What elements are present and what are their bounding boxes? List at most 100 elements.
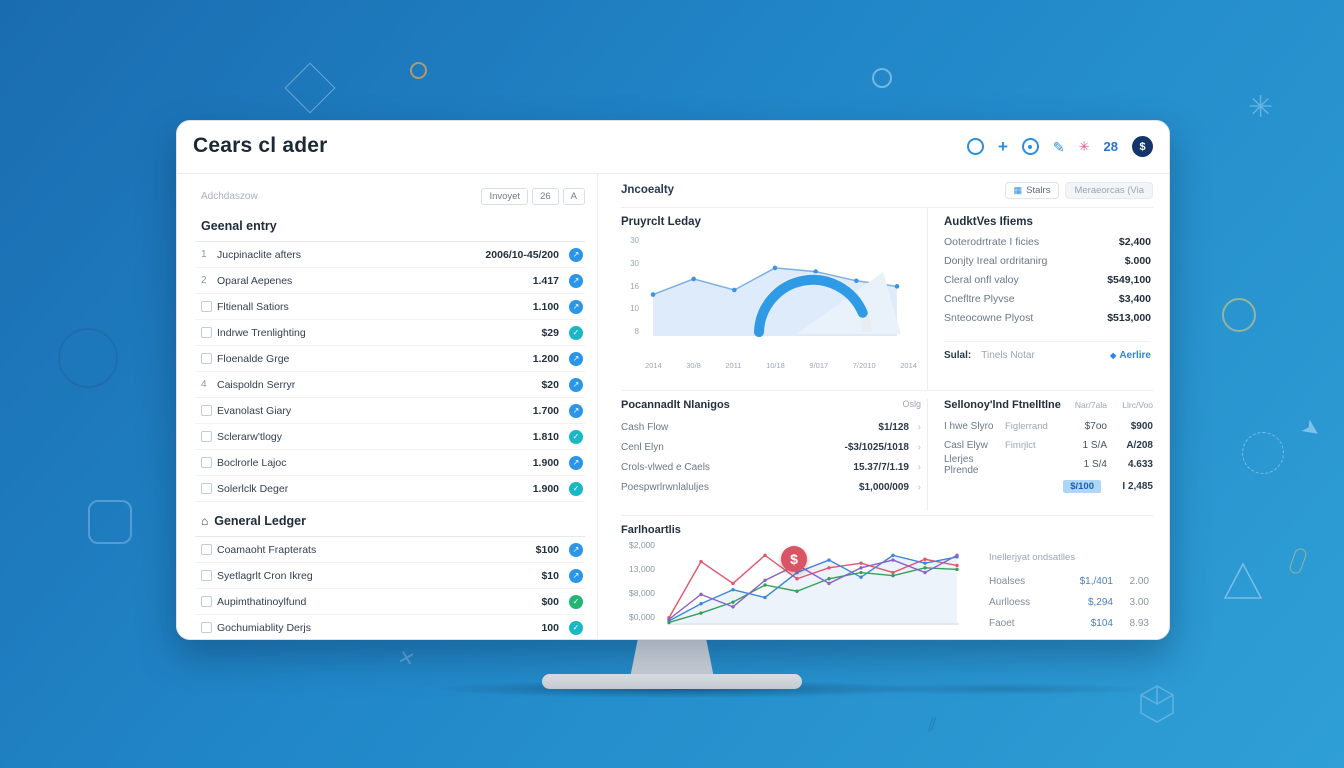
- row-action-icon[interactable]: ✓: [569, 594, 583, 609]
- table-row[interactable]: Hoalses $1,/401 2.00: [989, 571, 1149, 592]
- row-checkbox[interactable]: [201, 431, 217, 442]
- list-item[interactable]: 1 Jucpinaclite afters 2006/10-45/200 ↗: [195, 242, 585, 268]
- filter-button-26[interactable]: 26: [532, 187, 559, 205]
- list-item[interactable]: Indrwe Trenlighting $29 ✓: [195, 320, 585, 346]
- row-value: $10: [541, 569, 559, 582]
- audit-value: $.000: [1124, 254, 1151, 267]
- summary-col-1: Nar/7ala: [1074, 400, 1107, 410]
- y-tick: $0,000: [629, 612, 655, 622]
- row-action-icon[interactable]: ↗: [569, 568, 583, 583]
- audit-footer-link[interactable]: ◆ Aerlire: [1110, 350, 1151, 361]
- top-cards-row: Pruyrclt Leday 30 30 16 10 8 2014 30/8 2…: [621, 208, 1153, 390]
- list-item[interactable]: Boclrorle Lajoc 1.900 ↗: [195, 450, 585, 476]
- cell-value: $1,/401: [1079, 576, 1113, 587]
- audit-row[interactable]: Cnefltre Plyvse $3,400: [944, 289, 1151, 308]
- add-icon[interactable]: +: [997, 136, 1008, 156]
- row-action-icon[interactable]: ↗: [569, 403, 583, 418]
- panel-divider: [597, 173, 598, 639]
- row-checkbox[interactable]: [201, 353, 217, 364]
- row-action-icon[interactable]: ✓: [569, 325, 583, 340]
- chevron-right-icon[interactable]: ›: [917, 461, 921, 473]
- avatar[interactable]: $: [1132, 136, 1153, 157]
- row-action-icon[interactable]: ↗: [569, 247, 583, 262]
- list-item[interactable]: Sclerarw'tlogy 1.810 ✓: [195, 424, 585, 450]
- row-action-icon[interactable]: ↗: [569, 455, 583, 470]
- row-value: 1.700: [532, 404, 559, 417]
- table-row[interactable]: Aurlloess $,294 3.00: [989, 592, 1149, 613]
- section-divider: [621, 515, 1153, 516]
- cell-label: Poespwrlrwnlaluljes: [621, 481, 709, 493]
- table-row[interactable]: Crols-vlwed e Caels 15.37/7/1.19 ›: [621, 457, 921, 477]
- list-item[interactable]: Solerlclk Deger 1.900 ✓: [195, 476, 585, 502]
- secondary-button[interactable]: Meraeorcas (Via: [1065, 181, 1153, 199]
- highlight-chip[interactable]: $/100: [1063, 479, 1101, 493]
- x-tick: 2011: [725, 361, 742, 370]
- table-row[interactable]: Cenl Elyn -$3/1025/1018 ›: [621, 437, 921, 457]
- monitor-shadow-2: [840, 683, 1160, 695]
- summary-col-2: Llrc/Voo: [1122, 400, 1153, 410]
- list-item[interactable]: 4 Caispoldn Serryr $20 ↗: [195, 372, 585, 398]
- notification-count[interactable]: 28: [1103, 139, 1118, 154]
- audit-label: Cnefltre Plyvse: [944, 292, 1015, 305]
- stalrs-button[interactable]: ▦ Stalrs: [1004, 181, 1060, 199]
- table-row[interactable]: I hwe Slyro Figlerrand $7oo $900: [944, 417, 1153, 436]
- list-item[interactable]: Syetlagrlt Cron Ikreg $10 ↗: [195, 563, 585, 589]
- list-item[interactable]: Coamaoht Frapterats $100 ↗: [195, 537, 585, 563]
- row-action-icon[interactable]: ↗: [569, 351, 583, 366]
- cell-sub: Fimrjlct: [1005, 440, 1036, 451]
- row-checkbox[interactable]: [201, 570, 217, 581]
- table-row[interactable]: Cash Flow $1/128 ›: [621, 417, 921, 437]
- section-divider: [621, 390, 1153, 391]
- cell-value: 3.00: [1129, 597, 1149, 608]
- sparkle-icon[interactable]: ✳: [1078, 138, 1090, 154]
- row-action-icon[interactable]: ✓: [569, 620, 583, 635]
- search-input[interactable]: Adchdaszow: [201, 190, 258, 202]
- row-label: Boclrorle Lajoc: [217, 456, 287, 469]
- audit-row[interactable]: Donjty Ireal ordritanirg $.000: [944, 251, 1151, 270]
- chevron-right-icon[interactable]: ›: [917, 481, 921, 493]
- cash-flow-header: Pocannadlt Nlanigos Oslg: [621, 399, 921, 411]
- table-row[interactable]: Poespwrlrwnlaluljes $1,000/009 ›: [621, 477, 921, 497]
- row-action-icon[interactable]: ↗: [569, 273, 583, 288]
- row-checkbox[interactable]: [201, 301, 217, 312]
- edit-icon[interactable]: ✎: [1052, 138, 1065, 155]
- info-icon[interactable]: [1021, 138, 1039, 155]
- audit-row[interactable]: Snteocowne Plyost $513,000: [944, 308, 1151, 327]
- chevron-right-icon[interactable]: ›: [917, 421, 921, 433]
- stalrs-label: Stalrs: [1026, 184, 1051, 196]
- chevron-right-icon[interactable]: ›: [917, 441, 921, 453]
- list-item[interactable]: Evanolast Giary 1.700 ↗: [195, 398, 585, 424]
- row-label: Sclerarw'tlogy: [217, 430, 283, 443]
- row-action-icon[interactable]: ✓: [569, 481, 583, 496]
- filter-button-invoyet[interactable]: Invoyet: [481, 187, 529, 205]
- circle-icon[interactable]: [966, 138, 984, 155]
- row-action-icon[interactable]: ↗: [569, 542, 583, 557]
- audit-row[interactable]: Ooterodrtrate I ficies $2,400: [944, 232, 1151, 251]
- list-item[interactable]: Fltienall Satiors 1.100 ↗: [195, 294, 585, 320]
- list-item[interactable]: 2 Oparal Aepenes 1.417 ↗: [195, 268, 585, 294]
- audit-row[interactable]: Cleral onfl valoy $549,100: [944, 270, 1151, 289]
- row-label: Jucpinaclite afters: [217, 248, 302, 261]
- row-checkbox[interactable]: [201, 457, 217, 468]
- bottom-section: Farlhoartlis $2,000 13,000 $8,000 $0,000…: [621, 516, 1153, 639]
- row-checkbox[interactable]: [201, 544, 217, 555]
- table-row[interactable]: Faoet $104 8.93: [989, 613, 1149, 634]
- table-row[interactable]: Casl Elyw Fimrjlct 1 S/A A/208: [944, 436, 1153, 455]
- table-row[interactable]: Llerjes Plrende 1 S/4 4.633: [944, 454, 1153, 476]
- area-gauge-chart: [650, 265, 901, 338]
- row-checkbox[interactable]: [201, 483, 217, 494]
- row-checkbox[interactable]: [201, 327, 217, 338]
- list-item[interactable]: Gochumiablity Derjs 100 ✓: [195, 615, 585, 639]
- row-action-icon[interactable]: ↗: [569, 299, 583, 314]
- row-checkbox[interactable]: [201, 596, 217, 607]
- mini-table-header: Inellerjyat ondsatlles: [989, 552, 1076, 563]
- row-checkbox[interactable]: [201, 622, 217, 633]
- list-item[interactable]: Aupimthatinoylfund $00 ✓: [195, 589, 585, 615]
- row-checkbox[interactable]: [201, 405, 217, 416]
- x-tick: 10/18: [766, 361, 785, 370]
- filter-row: Adchdaszow Invoyet 26 A: [195, 185, 585, 207]
- list-item[interactable]: Floenalde Grge 1.200 ↗: [195, 346, 585, 372]
- row-action-icon[interactable]: ✓: [569, 429, 583, 444]
- filter-button-a[interactable]: A: [562, 187, 585, 205]
- row-action-icon[interactable]: ↗: [569, 377, 583, 392]
